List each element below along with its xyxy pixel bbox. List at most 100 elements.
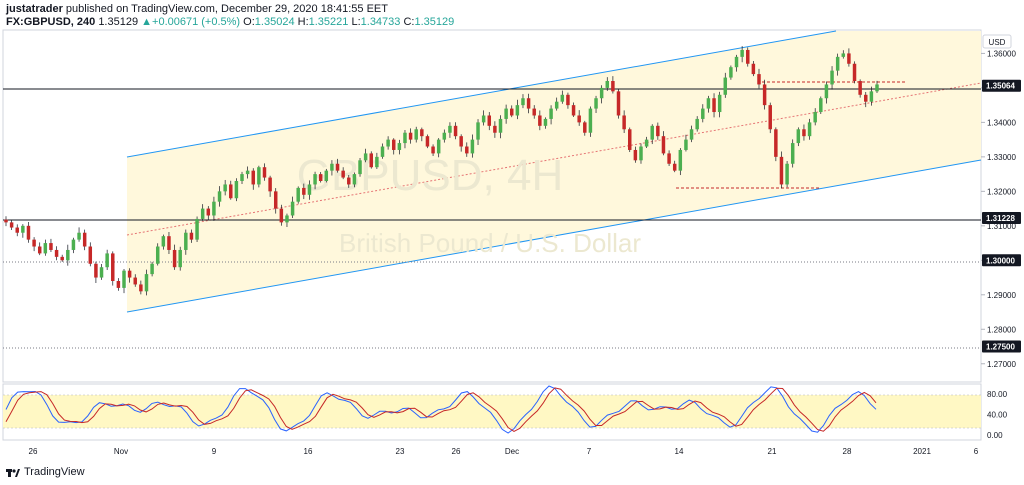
candle-up[interactable]: [155, 246, 160, 264]
candle-up[interactable]: [21, 225, 25, 233]
candle-up[interactable]: [122, 270, 126, 288]
candle-down[interactable]: [335, 163, 340, 171]
candle-up[interactable]: [644, 139, 649, 147]
candle-down[interactable]: [566, 94, 570, 106]
candle-up[interactable]: [498, 118, 503, 133]
candle-up[interactable]: [824, 84, 829, 99]
candle-down[interactable]: [661, 136, 666, 154]
candle-up[interactable]: [161, 236, 166, 247]
candle-up[interactable]: [380, 146, 385, 157]
candle-up[interactable]: [296, 187, 300, 202]
candle-up[interactable]: [363, 153, 368, 161]
candle-down[interactable]: [9, 222, 14, 228]
candle-up[interactable]: [560, 94, 565, 102]
candle-up[interactable]: [549, 108, 553, 119]
candle-up[interactable]: [588, 108, 593, 133]
time-axis[interactable]: 26 Nov 9 16 23 26 Dec 7 14 21 28 2021 6: [29, 447, 979, 456]
candle-up[interactable]: [678, 149, 683, 171]
candle-up[interactable]: [313, 174, 317, 185]
candle-down[interactable]: [852, 63, 857, 81]
candle-down[interactable]: [751, 63, 756, 75]
candle-up[interactable]: [150, 263, 154, 275]
candle-down[interactable]: [538, 115, 542, 126]
candle-up[interactable]: [234, 181, 239, 199]
candle-up[interactable]: [504, 108, 508, 119]
candle-down[interactable]: [774, 129, 778, 157]
stochastic-k-line[interactable]: [5, 385, 877, 434]
candle-up[interactable]: [330, 163, 334, 171]
candle-up[interactable]: [729, 67, 733, 78]
stochastic-d-line[interactable]: [5, 387, 877, 432]
candle-up[interactable]: [701, 108, 705, 119]
candle-up[interactable]: [869, 91, 874, 102]
candle-up[interactable]: [835, 56, 840, 71]
candle-up[interactable]: [599, 87, 604, 99]
price-badge[interactable]: [982, 340, 1021, 353]
candle-up[interactable]: [324, 170, 329, 181]
candle-up[interactable]: [521, 98, 525, 106]
candle-up[interactable]: [594, 98, 598, 109]
price-badge[interactable]: [982, 254, 1021, 267]
candle-down[interactable]: [189, 232, 194, 240]
candle-down[interactable]: [420, 129, 424, 137]
candle-down[interactable]: [133, 277, 137, 285]
candle-up[interactable]: [358, 160, 362, 175]
candle-down[interactable]: [616, 91, 621, 116]
candle-up[interactable]: [717, 94, 722, 113]
candle-down[interactable]: [509, 108, 514, 116]
candle-up[interactable]: [397, 143, 402, 150]
candle-down[interactable]: [391, 139, 396, 150]
candle-up[interactable]: [43, 243, 48, 254]
candle-down[interactable]: [628, 129, 632, 150]
candle-up[interactable]: [785, 163, 789, 185]
channel-upper-line[interactable]: [126, 30, 837, 158]
candle-down[interactable]: [487, 115, 492, 126]
candle-down[interactable]: [32, 239, 36, 247]
candle-up[interactable]: [695, 118, 699, 130]
candle-down[interactable]: [672, 163, 677, 171]
price-badge[interactable]: [982, 211, 1021, 224]
channel-lower-line[interactable]: [126, 159, 982, 313]
candle-up[interactable]: [807, 122, 812, 137]
candle-up[interactable]: [290, 201, 295, 216]
candle-down[interactable]: [369, 153, 374, 168]
candle-down[interactable]: [127, 270, 132, 278]
candle-up[interactable]: [195, 218, 199, 240]
candle-up[interactable]: [650, 125, 654, 140]
candle-down[interactable]: [251, 170, 255, 185]
candle-down[interactable]: [15, 227, 19, 233]
candle-down[interactable]: [746, 49, 750, 64]
candle-down[interactable]: [526, 98, 531, 109]
candle-up[interactable]: [554, 101, 559, 109]
candle-up[interactable]: [386, 139, 390, 147]
oscillator-axis[interactable]: 80.00 40.00 0.00: [987, 390, 1008, 440]
candle-down[interactable]: [757, 74, 761, 85]
author-name[interactable]: justatrader: [6, 3, 63, 15]
candle-up[interactable]: [841, 53, 846, 57]
candle-up[interactable]: [830, 70, 834, 85]
price-axis[interactable]: USD 1.360001.350001.340001.330001.320001…: [981, 34, 1021, 369]
candle-up[interactable]: [706, 98, 711, 109]
candle-down[interactable]: [667, 153, 671, 164]
candle-down[interactable]: [26, 225, 31, 240]
candle-up[interactable]: [240, 174, 244, 181]
candle-up[interactable]: [813, 112, 817, 123]
candle-up[interactable]: [605, 81, 610, 88]
candle-down[interactable]: [864, 94, 868, 102]
candle-up[interactable]: [105, 253, 109, 268]
candle-down[interactable]: [858, 81, 862, 95]
candle-down[interactable]: [273, 191, 278, 209]
candle-up[interactable]: [470, 139, 475, 154]
candle-up[interactable]: [285, 215, 289, 223]
candle-up[interactable]: [184, 232, 188, 250]
candle-down[interactable]: [453, 125, 458, 137]
candle-down[interactable]: [712, 98, 716, 113]
candle-down[interactable]: [762, 84, 767, 106]
currency-box[interactable]: [982, 34, 1012, 49]
candle-down[interactable]: [82, 232, 87, 247]
candle-up[interactable]: [448, 125, 452, 133]
candle-up[interactable]: [684, 139, 688, 150]
candle-up[interactable]: [307, 184, 312, 195]
candle-down[interactable]: [94, 263, 98, 278]
candle-up[interactable]: [543, 118, 548, 126]
